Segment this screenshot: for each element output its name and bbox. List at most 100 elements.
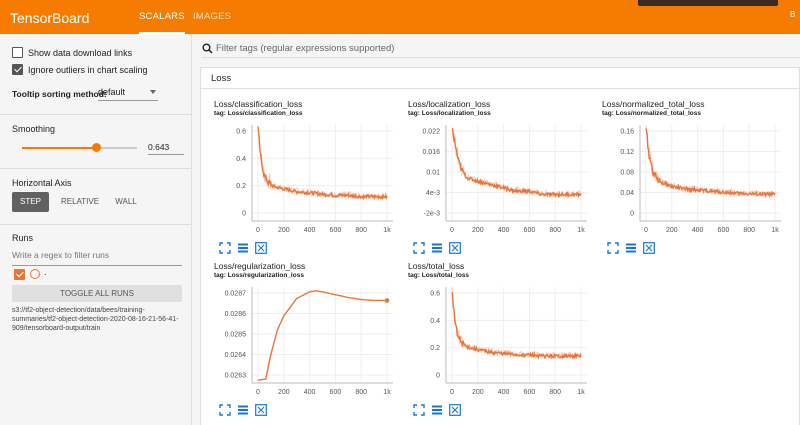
y-tick-label: 0 [630,211,634,218]
y-tick-label: 0.0287 [225,291,247,298]
tag-filter-input[interactable]: Filter tags (regular expressions support… [202,42,800,58]
log-scale-icon[interactable] [237,403,249,415]
chart-plot[interactable]: 0 200 400 600 800 1k 0 0.2 0.4 0.6 [408,283,593,401]
y-tick-label: 0.12 [620,149,634,156]
chart-actions [413,241,461,254]
x-tick-label: 400 [498,389,510,396]
fit-domain-icon[interactable] [255,403,267,416]
x-tick-label: 1k [577,389,585,396]
chart-card: Loss/regularization_loss tag: Loss/regula… [214,261,410,421]
category-header-loss[interactable]: Loss [200,67,800,89]
tag-filter-placeholder: Filter tags (regular expressions support… [216,43,395,54]
chart-tag: tag: Loss/regularization_loss [214,272,304,279]
tooltip-sorting-select[interactable]: default [98,87,158,101]
run-color-icon[interactable] [30,269,40,279]
fullscreen-icon[interactable] [413,403,425,416]
chart-actions [413,403,461,416]
fit-domain-icon[interactable] [643,241,655,254]
toggle-all-runs-button[interactable]: TOGGLE ALL RUNS [12,285,182,302]
x-tick-label: 0 [450,227,454,234]
x-tick-label: 0 [256,227,260,234]
x-tick-label: 800 [743,227,755,234]
fit-domain-icon[interactable] [255,241,267,254]
x-tick-label: 0 [644,227,648,234]
chart-plot[interactable]: 0 200 400 600 800 1k 0 0.04 0.08 0.12 0.16 [602,121,787,239]
raw-series-line [451,286,582,360]
run-name: . [44,267,47,277]
fit-domain-icon[interactable] [449,241,461,254]
axis-wall-button[interactable]: WALL [115,197,137,206]
y-tick-label: 0.6 [236,129,246,136]
search-icon [202,43,213,54]
app-brand[interactable]: TensorBoard [10,10,90,26]
tooltip-sorting-label: Tooltip sorting method: [12,89,107,99]
smoothing-value-input[interactable]: 0.643 [148,142,184,155]
log-scale-icon[interactable] [431,403,443,415]
fullscreen-icon[interactable] [413,241,425,254]
chart-plot[interactable]: 0 200 400 600 800 1k 0.0263 0.0264 0.0285 0.0286 0… [214,283,399,401]
ignore-outliers-checkbox[interactable] [12,64,23,75]
divider [0,168,191,169]
fit-domain-icon[interactable] [449,403,461,416]
x-tick-label: 800 [355,227,367,234]
y-tick-label: 0.4 [236,156,246,163]
tab-scalars[interactable]: SCALARS [139,11,185,34]
run-checkbox[interactable] [14,269,25,280]
x-tick-label: 200 [666,227,678,234]
tab-images[interactable]: IMAGES [193,11,232,22]
chart-title: Loss/regularization_loss [214,261,306,271]
chart-actions [219,403,267,416]
x-tick-label: 1k [771,227,779,234]
raw-series-line [645,125,776,198]
chevron-down-icon [150,90,156,94]
fullscreen-icon[interactable] [607,241,619,254]
x-tick-label: 600 [718,227,730,234]
y-tick-label: 0.16 [620,129,634,136]
chart-plot[interactable]: 0 200 400 600 800 1k 0 0.2 0.4 0.6 [214,121,399,239]
x-tick-label: 400 [304,389,316,396]
chart-tag: tag: Loss/localization_loss [408,110,491,117]
x-tick-label: 600 [330,389,342,396]
y-tick-label: 0.0264 [225,352,247,359]
fullscreen-icon[interactable] [219,241,231,254]
log-scale-icon[interactable] [625,241,637,253]
series-line [257,126,388,201]
ignore-outliers-option[interactable]: Ignore outliers in chart scaling [12,64,148,75]
series-line [451,292,582,360]
x-tick-label: 800 [355,389,367,396]
x-tick-label: 800 [549,389,561,396]
raw-series-line [451,130,582,198]
y-tick-label: 0.2 [430,345,440,352]
chart-title: Loss/normalized_total_loss [602,99,705,109]
series-end-point [384,298,390,303]
axis-relative-button[interactable]: RELATIVE [60,197,100,206]
smoothing-slider-track[interactable] [22,147,137,149]
chart-actions [607,241,655,254]
show-download-links-checkbox[interactable] [12,47,23,58]
smoothing-slider-thumb[interactable] [91,143,101,152]
run-path: s3://tf2-object-detection/data/bees/trai… [12,307,179,332]
x-tick-label: 600 [524,389,536,396]
fullscreen-icon[interactable] [219,403,231,416]
series-line [451,127,582,199]
chart-plot[interactable]: 0 200 400 600 800 1k -2e-3 4e-3 0.01 0.016 0.022 [408,121,593,239]
show-download-links-label: Show data download links [28,47,133,58]
chart-title: Loss/classification_loss [214,99,303,109]
log-scale-icon[interactable] [431,241,443,253]
x-tick-label: 400 [498,227,510,234]
show-download-links-option[interactable]: Show data download links [12,47,132,58]
run-filter-input[interactable]: Write a regex to filter runs [12,250,182,266]
y-tick-label: 4e-3 [426,190,440,197]
divider [0,114,191,115]
y-tick-label: 0.4 [430,318,440,325]
x-tick-label: 200 [278,227,290,234]
smoothing-slider-fill [22,147,96,149]
series-line [257,290,387,381]
y-tick-label: -2e-3 [424,211,440,218]
y-tick-label: 0 [436,373,440,380]
axis-step-button[interactable]: STEP [12,192,49,212]
x-tick-label: 600 [330,227,342,234]
runs-label: Runs [12,233,34,243]
log-scale-icon[interactable] [237,241,249,253]
x-tick-label: 600 [524,227,536,234]
